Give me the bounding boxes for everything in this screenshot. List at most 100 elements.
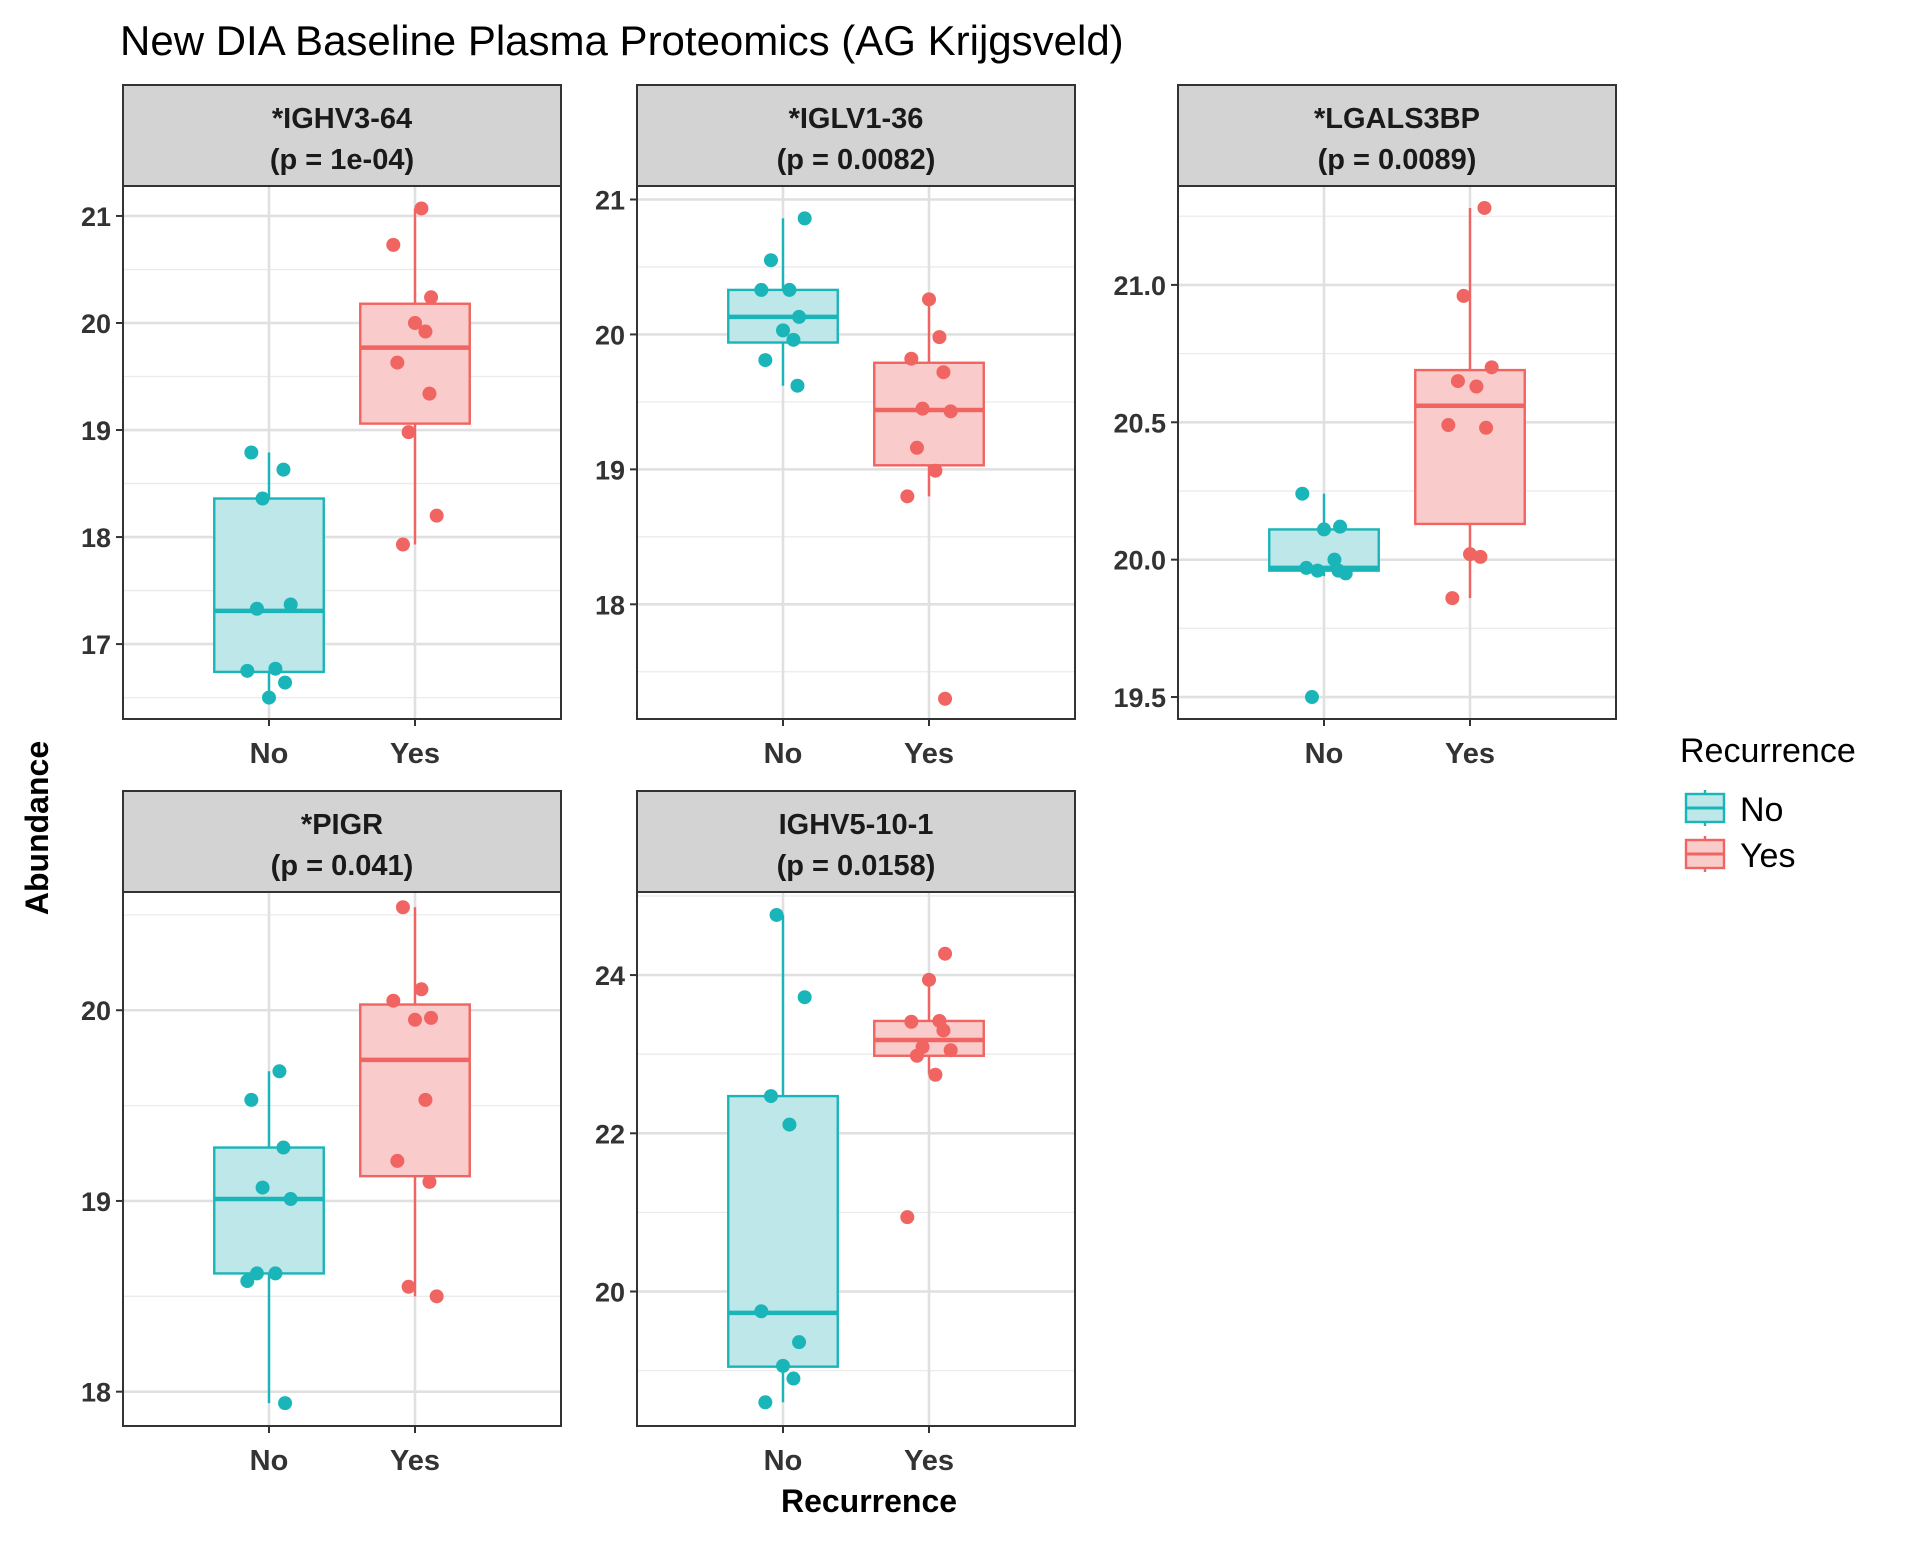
data-point — [797, 990, 812, 1005]
data-point — [1304, 690, 1319, 705]
x-tick-label: No — [250, 1445, 289, 1477]
facet-title: *IGLV1-36 — [789, 103, 924, 135]
y-tick-label: 19.5 — [1113, 683, 1166, 713]
data-point — [1299, 560, 1314, 575]
x-tick-label: No — [764, 1445, 803, 1477]
y-tick-label: 21 — [81, 202, 111, 232]
plot-background — [1178, 186, 1616, 719]
data-point — [763, 1089, 778, 1104]
data-point — [276, 462, 291, 477]
data-point — [262, 690, 276, 705]
data-point — [915, 401, 930, 416]
data-point — [276, 1140, 291, 1155]
data-point — [922, 292, 936, 307]
y-tick-label: 19 — [595, 455, 625, 485]
facet-panel: *LGALS3BP (p = 0.0089) 19.5 20.0 20.5 21.0 No Y… — [1113, 84, 1617, 770]
facet-subtitle: (p = 1e-04) — [270, 144, 414, 176]
y-tick-label: 20 — [595, 1278, 625, 1308]
y-tick-label: 20.0 — [1113, 546, 1166, 576]
data-point — [1310, 563, 1325, 578]
facet-title: IGHV5-10-1 — [779, 809, 934, 841]
data-point — [408, 1012, 422, 1027]
y-tick-label: 20 — [595, 320, 625, 350]
data-point — [790, 378, 805, 393]
box-iqr — [1414, 368, 1526, 526]
legend-item: Yes — [1684, 836, 1795, 875]
facet-strip — [1177, 84, 1617, 187]
y-axis-label: Abundance — [19, 741, 55, 915]
legend-item: No — [1684, 790, 1783, 829]
data-point — [782, 282, 797, 297]
data-point — [1469, 379, 1484, 394]
data-point — [758, 353, 773, 368]
data-point — [429, 1289, 444, 1304]
y-tick-label: 18 — [595, 590, 625, 620]
plot-background — [123, 186, 561, 719]
data-point — [1473, 549, 1488, 564]
data-point — [792, 1335, 807, 1350]
box-iqr — [873, 361, 985, 467]
data-point — [943, 404, 958, 419]
facet-panel: IGHV5-10-1 (p = 0.0158) 20 22 24 No Yes — [595, 790, 1076, 1477]
data-point — [909, 1048, 924, 1063]
x-axis-label: Recurrence — [781, 1483, 957, 1519]
facet-panels: *IGHV3-64 (p = 1e-04) 17 18 19 20 21 No Yes *IGLV… — [81, 84, 1617, 1477]
data-point — [390, 355, 405, 370]
data-point — [938, 691, 953, 706]
data-point — [763, 253, 778, 268]
data-point — [922, 972, 936, 987]
facet-subtitle: (p = 0.0158) — [777, 850, 936, 882]
panel-border — [122, 891, 562, 1427]
data-point — [1477, 200, 1492, 215]
data-point — [797, 211, 812, 226]
data-point — [1333, 519, 1348, 534]
y-tick-label: 22 — [595, 1119, 625, 1149]
data-point — [255, 491, 270, 506]
facet-panel: *IGLV1-36 (p = 0.0082) 18 19 20 21 No Yes — [595, 84, 1076, 770]
data-point — [240, 663, 255, 678]
facet-subtitle: (p = 0.041) — [271, 850, 414, 882]
plot-background — [637, 186, 1075, 719]
data-point — [244, 1092, 259, 1107]
data-point — [909, 440, 924, 455]
facet-title: *IGHV3-64 — [272, 103, 412, 135]
data-point — [1484, 360, 1499, 375]
y-tick-label: 21 — [595, 185, 625, 215]
data-point — [786, 332, 801, 347]
data-point — [938, 946, 953, 961]
y-tick-label: 18 — [81, 1378, 111, 1408]
data-point — [283, 597, 298, 612]
data-point — [386, 237, 401, 252]
data-point — [418, 1092, 433, 1107]
plot-background — [637, 892, 1075, 1426]
data-point — [928, 1067, 943, 1082]
data-point — [1441, 418, 1456, 433]
data-point — [1445, 591, 1460, 606]
chart-title: New DIA Baseline Plasma Proteomics (AG K… — [120, 17, 1124, 64]
x-tick-label: No — [1305, 738, 1344, 770]
data-point — [278, 675, 293, 690]
y-tick-label: 21.0 — [1113, 271, 1166, 301]
data-point — [1317, 522, 1331, 537]
data-point — [272, 1064, 287, 1079]
x-tick-label: Yes — [390, 738, 440, 770]
data-point — [786, 1371, 801, 1386]
data-point — [904, 351, 919, 366]
x-tick-label: Yes — [904, 1445, 954, 1477]
data-point — [932, 330, 947, 345]
x-tick-label: No — [250, 738, 289, 770]
data-point — [422, 386, 437, 401]
data-point — [268, 661, 283, 676]
data-point — [395, 900, 410, 915]
y-tick-label: 20.5 — [1113, 408, 1166, 438]
data-point — [758, 1395, 773, 1410]
y-tick-label: 20 — [81, 309, 111, 339]
data-point — [776, 1358, 790, 1373]
data-point — [1338, 566, 1353, 581]
data-point — [424, 1010, 439, 1025]
y-tick-label: 17 — [81, 630, 111, 660]
legend-items: No Yes — [1684, 790, 1795, 875]
data-point — [408, 315, 422, 330]
data-point — [1450, 374, 1465, 389]
data-point — [386, 993, 401, 1008]
